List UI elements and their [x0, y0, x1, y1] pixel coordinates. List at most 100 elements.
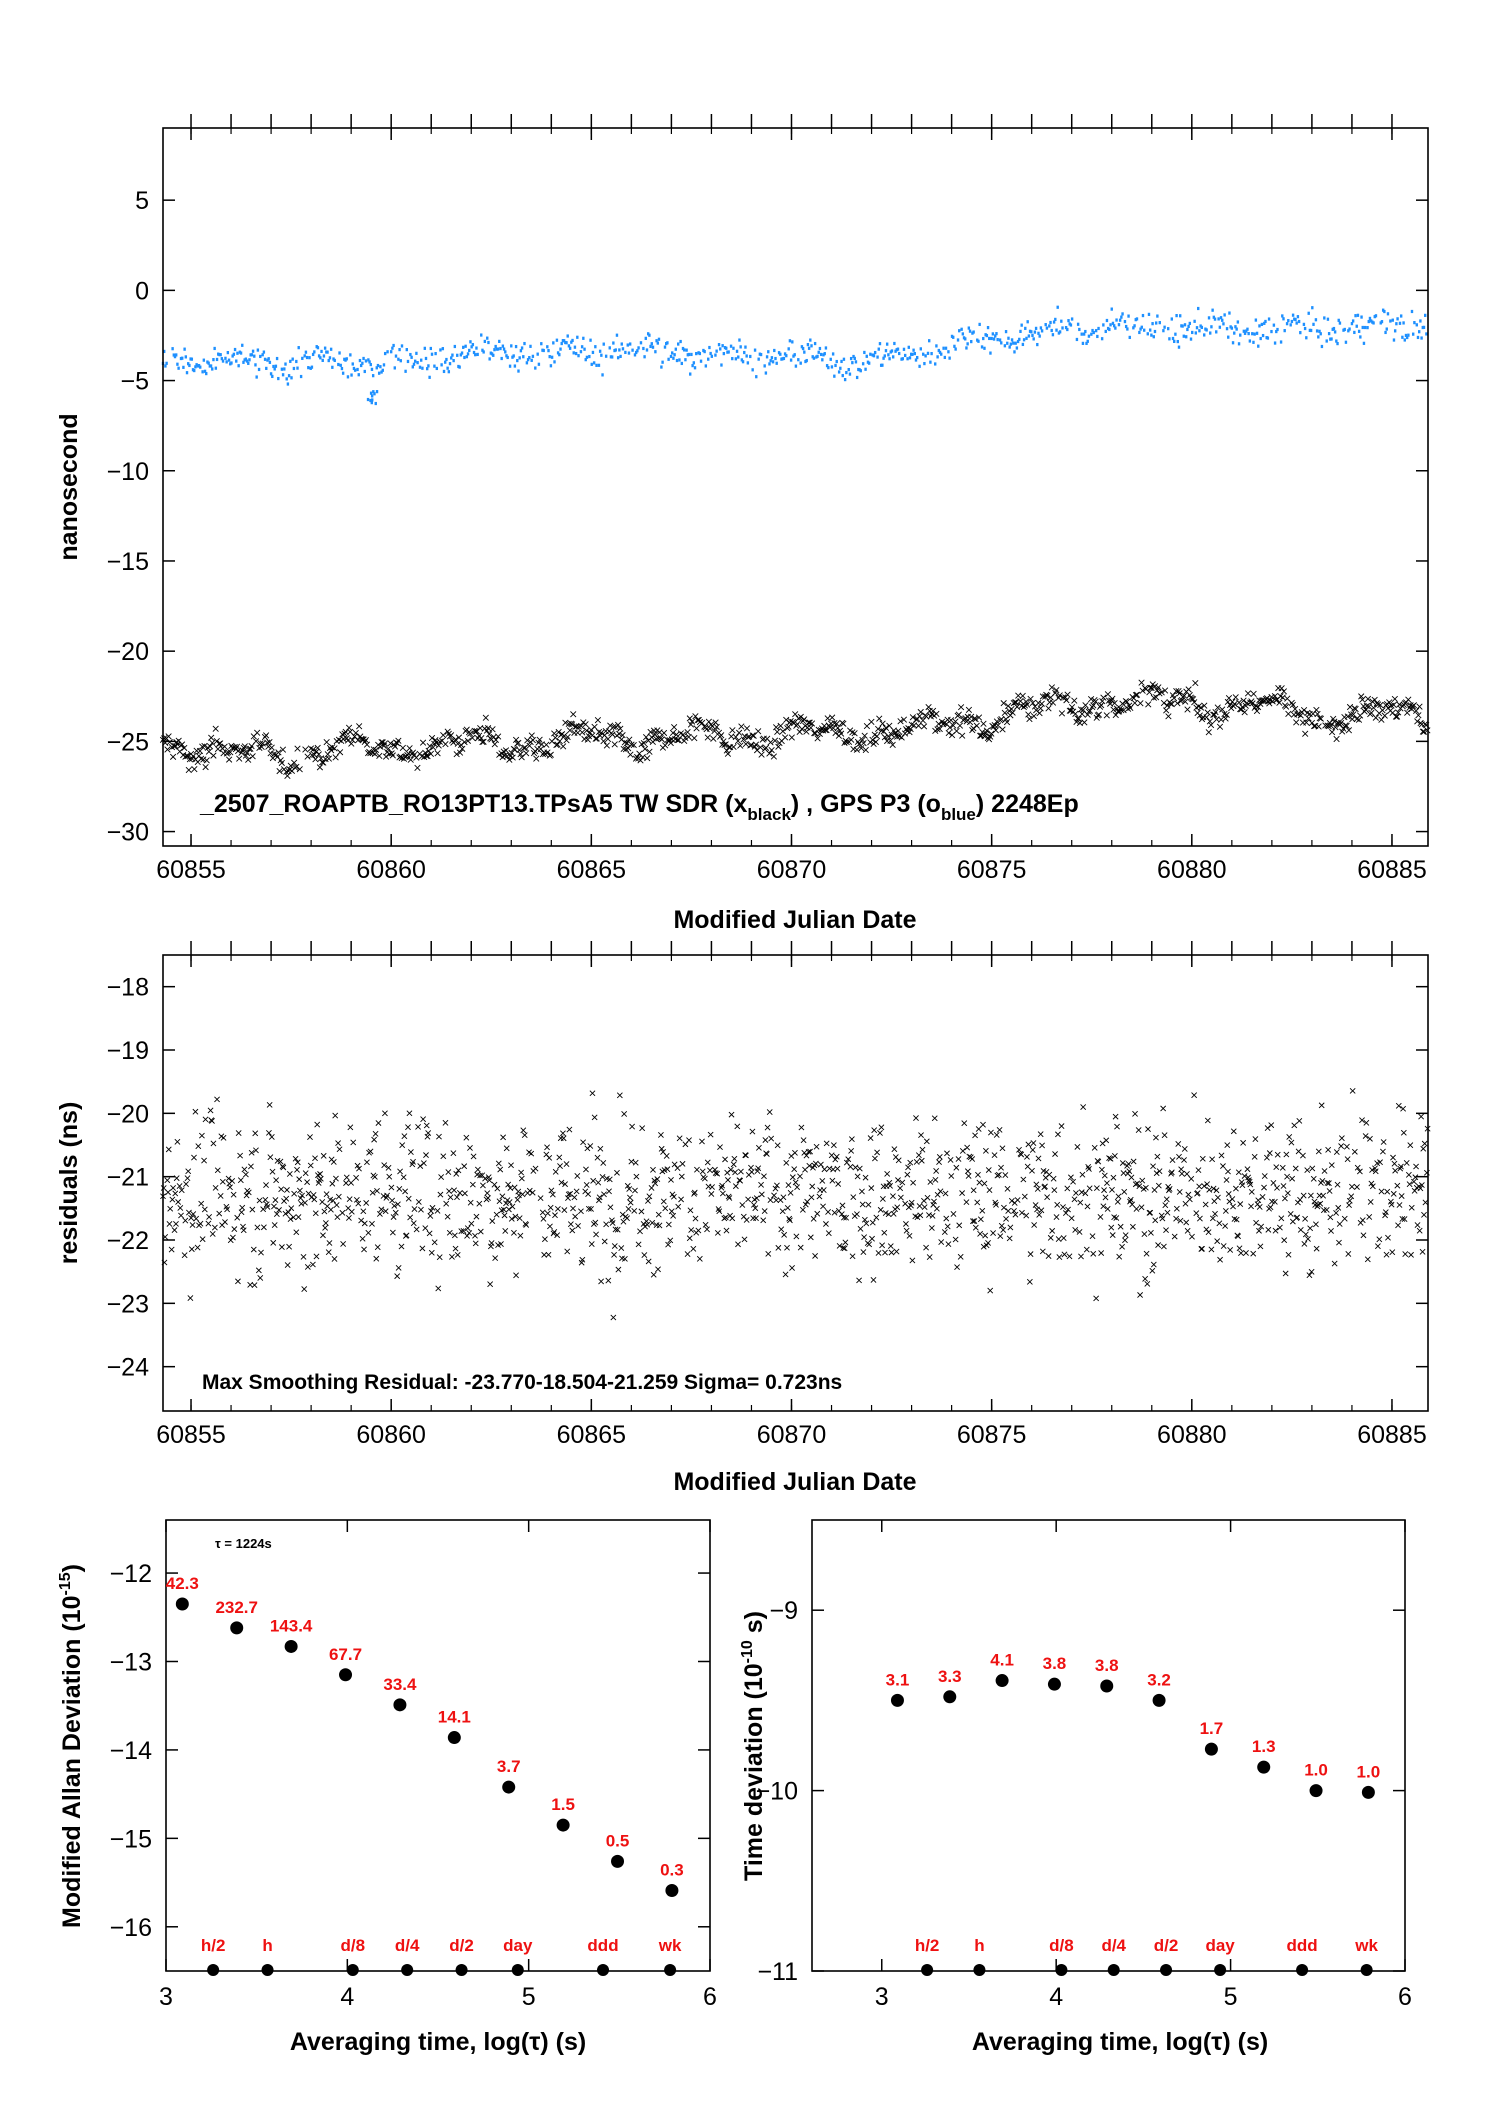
- residual-point: [985, 1167, 992, 1173]
- tw-sdr-point: [669, 729, 677, 737]
- residual-point: [1144, 1280, 1151, 1287]
- residual-point: [453, 1170, 460, 1177]
- residual-point: [1307, 1225, 1314, 1232]
- residual-point: [847, 1163, 854, 1170]
- gps-p3-point: [1276, 327, 1279, 332]
- gps-p3-point: [1266, 336, 1270, 340]
- tw-sdr-point: [882, 724, 890, 732]
- residual-point: [1344, 1156, 1351, 1163]
- residual-point: [276, 1207, 282, 1213]
- gps-p3-point: [193, 368, 196, 373]
- residual-point: [982, 1147, 989, 1154]
- tdev-tau-marker: [921, 1964, 934, 1976]
- residual-point: [1327, 1214, 1334, 1221]
- gps-p3-point: [615, 333, 619, 337]
- residual-point: [1214, 1194, 1221, 1201]
- residual-point: [1060, 1204, 1066, 1210]
- residual-point: [521, 1132, 528, 1139]
- gps-p3-point: [552, 341, 555, 345]
- residual-point: [1068, 1174, 1074, 1181]
- residual-point: [1045, 1253, 1052, 1260]
- residual-point: [1206, 1186, 1213, 1193]
- tw-sdr-point: [1082, 702, 1089, 709]
- residual-point: [637, 1228, 643, 1235]
- residual-point: [207, 1107, 214, 1114]
- tw-sdr-point: [1048, 684, 1055, 691]
- residual-point: [1248, 1188, 1255, 1195]
- tw-sdr-point: [310, 746, 317, 753]
- gps-p3-point: [1104, 329, 1107, 334]
- gps-p3-point: [889, 350, 892, 354]
- residual-point: [257, 1275, 264, 1281]
- tw-sdr-point: [1151, 683, 1159, 690]
- gps-p3-point: [292, 366, 296, 371]
- gps-p3-point: [678, 358, 681, 362]
- tw-sdr-point: [711, 727, 718, 735]
- residual-point: [1305, 1236, 1311, 1242]
- residual-point: [564, 1248, 571, 1255]
- gps-p3-point: [1203, 333, 1206, 337]
- gps-p3-point: [687, 352, 691, 357]
- residual-point: [913, 1159, 920, 1165]
- residual-point: [1288, 1139, 1295, 1146]
- residual-point: [489, 1218, 496, 1225]
- gps-p3-point: [498, 339, 501, 343]
- residual-point: [1082, 1190, 1089, 1197]
- gps-p3-point: [834, 363, 837, 368]
- residual-point: [519, 1191, 526, 1198]
- gps-p3-point: [391, 346, 394, 350]
- tw-sdr-point: [1405, 696, 1412, 703]
- gps-p3-point: [1270, 329, 1273, 334]
- residual-point: [1199, 1245, 1205, 1252]
- gps-p3-point: [847, 367, 850, 372]
- tw-sdr-point: [387, 740, 394, 747]
- residual-point: [1097, 1214, 1104, 1220]
- residual-point: [684, 1251, 691, 1257]
- residual-point: [331, 1256, 338, 1262]
- tw-sdr-point: [1420, 728, 1428, 735]
- residual-point: [897, 1185, 904, 1192]
- gps-p3-point: [1381, 308, 1385, 312]
- tw-sdr-point: [456, 749, 464, 756]
- residual-point: [959, 1148, 966, 1154]
- gps-p3-point: [1170, 317, 1173, 321]
- gps-p3-point: [536, 352, 539, 356]
- residual-point: [1093, 1295, 1100, 1302]
- gps-p3-point: [494, 344, 497, 349]
- residual-point: [965, 1173, 972, 1179]
- gps-p3-point: [410, 355, 413, 359]
- tw-sdr-point: [644, 755, 651, 762]
- residual-point: [388, 1184, 395, 1191]
- residual-point: [708, 1191, 715, 1197]
- residual-point: [717, 1144, 723, 1151]
- residual-point: [254, 1224, 261, 1231]
- residual-point: [301, 1286, 308, 1292]
- gps-p3-point: [1296, 315, 1300, 319]
- gps-p3-point: [296, 366, 299, 370]
- residual-point: [1155, 1242, 1162, 1249]
- gps-p3-point: [1097, 326, 1100, 331]
- tdev-points: 3.1 3.34.1 3.8 3.83.21.71.31.0 1.0h/2 h d/8 d/4…: [886, 1651, 1380, 1976]
- gps-p3-point: [1347, 329, 1350, 333]
- tw-sdr-point: [1313, 706, 1320, 714]
- tw-sdr-point: [957, 704, 965, 711]
- residual-point: [635, 1241, 642, 1248]
- gps-p3-point: [1055, 328, 1058, 332]
- residual-point: [1188, 1175, 1195, 1182]
- gps-p3-point: [663, 345, 667, 349]
- residual-point: [1384, 1188, 1391, 1195]
- gps-p3-point: [1260, 322, 1264, 327]
- tw-sdr-point: [263, 732, 270, 739]
- residual-point: [1233, 1216, 1240, 1223]
- residual-point: [1413, 1163, 1419, 1170]
- gps-p3-point: [763, 364, 766, 368]
- tw-sdr-point: [1413, 707, 1420, 715]
- residual-point: [345, 1215, 352, 1221]
- gps-p3-point: [749, 354, 752, 359]
- gps-p3-point: [819, 352, 823, 357]
- gps-p3-point: [471, 343, 475, 347]
- residual-point: [821, 1166, 828, 1173]
- tw-sdr-point: [1381, 712, 1388, 719]
- residual-point: [334, 1214, 341, 1221]
- residual-point: [255, 1267, 262, 1274]
